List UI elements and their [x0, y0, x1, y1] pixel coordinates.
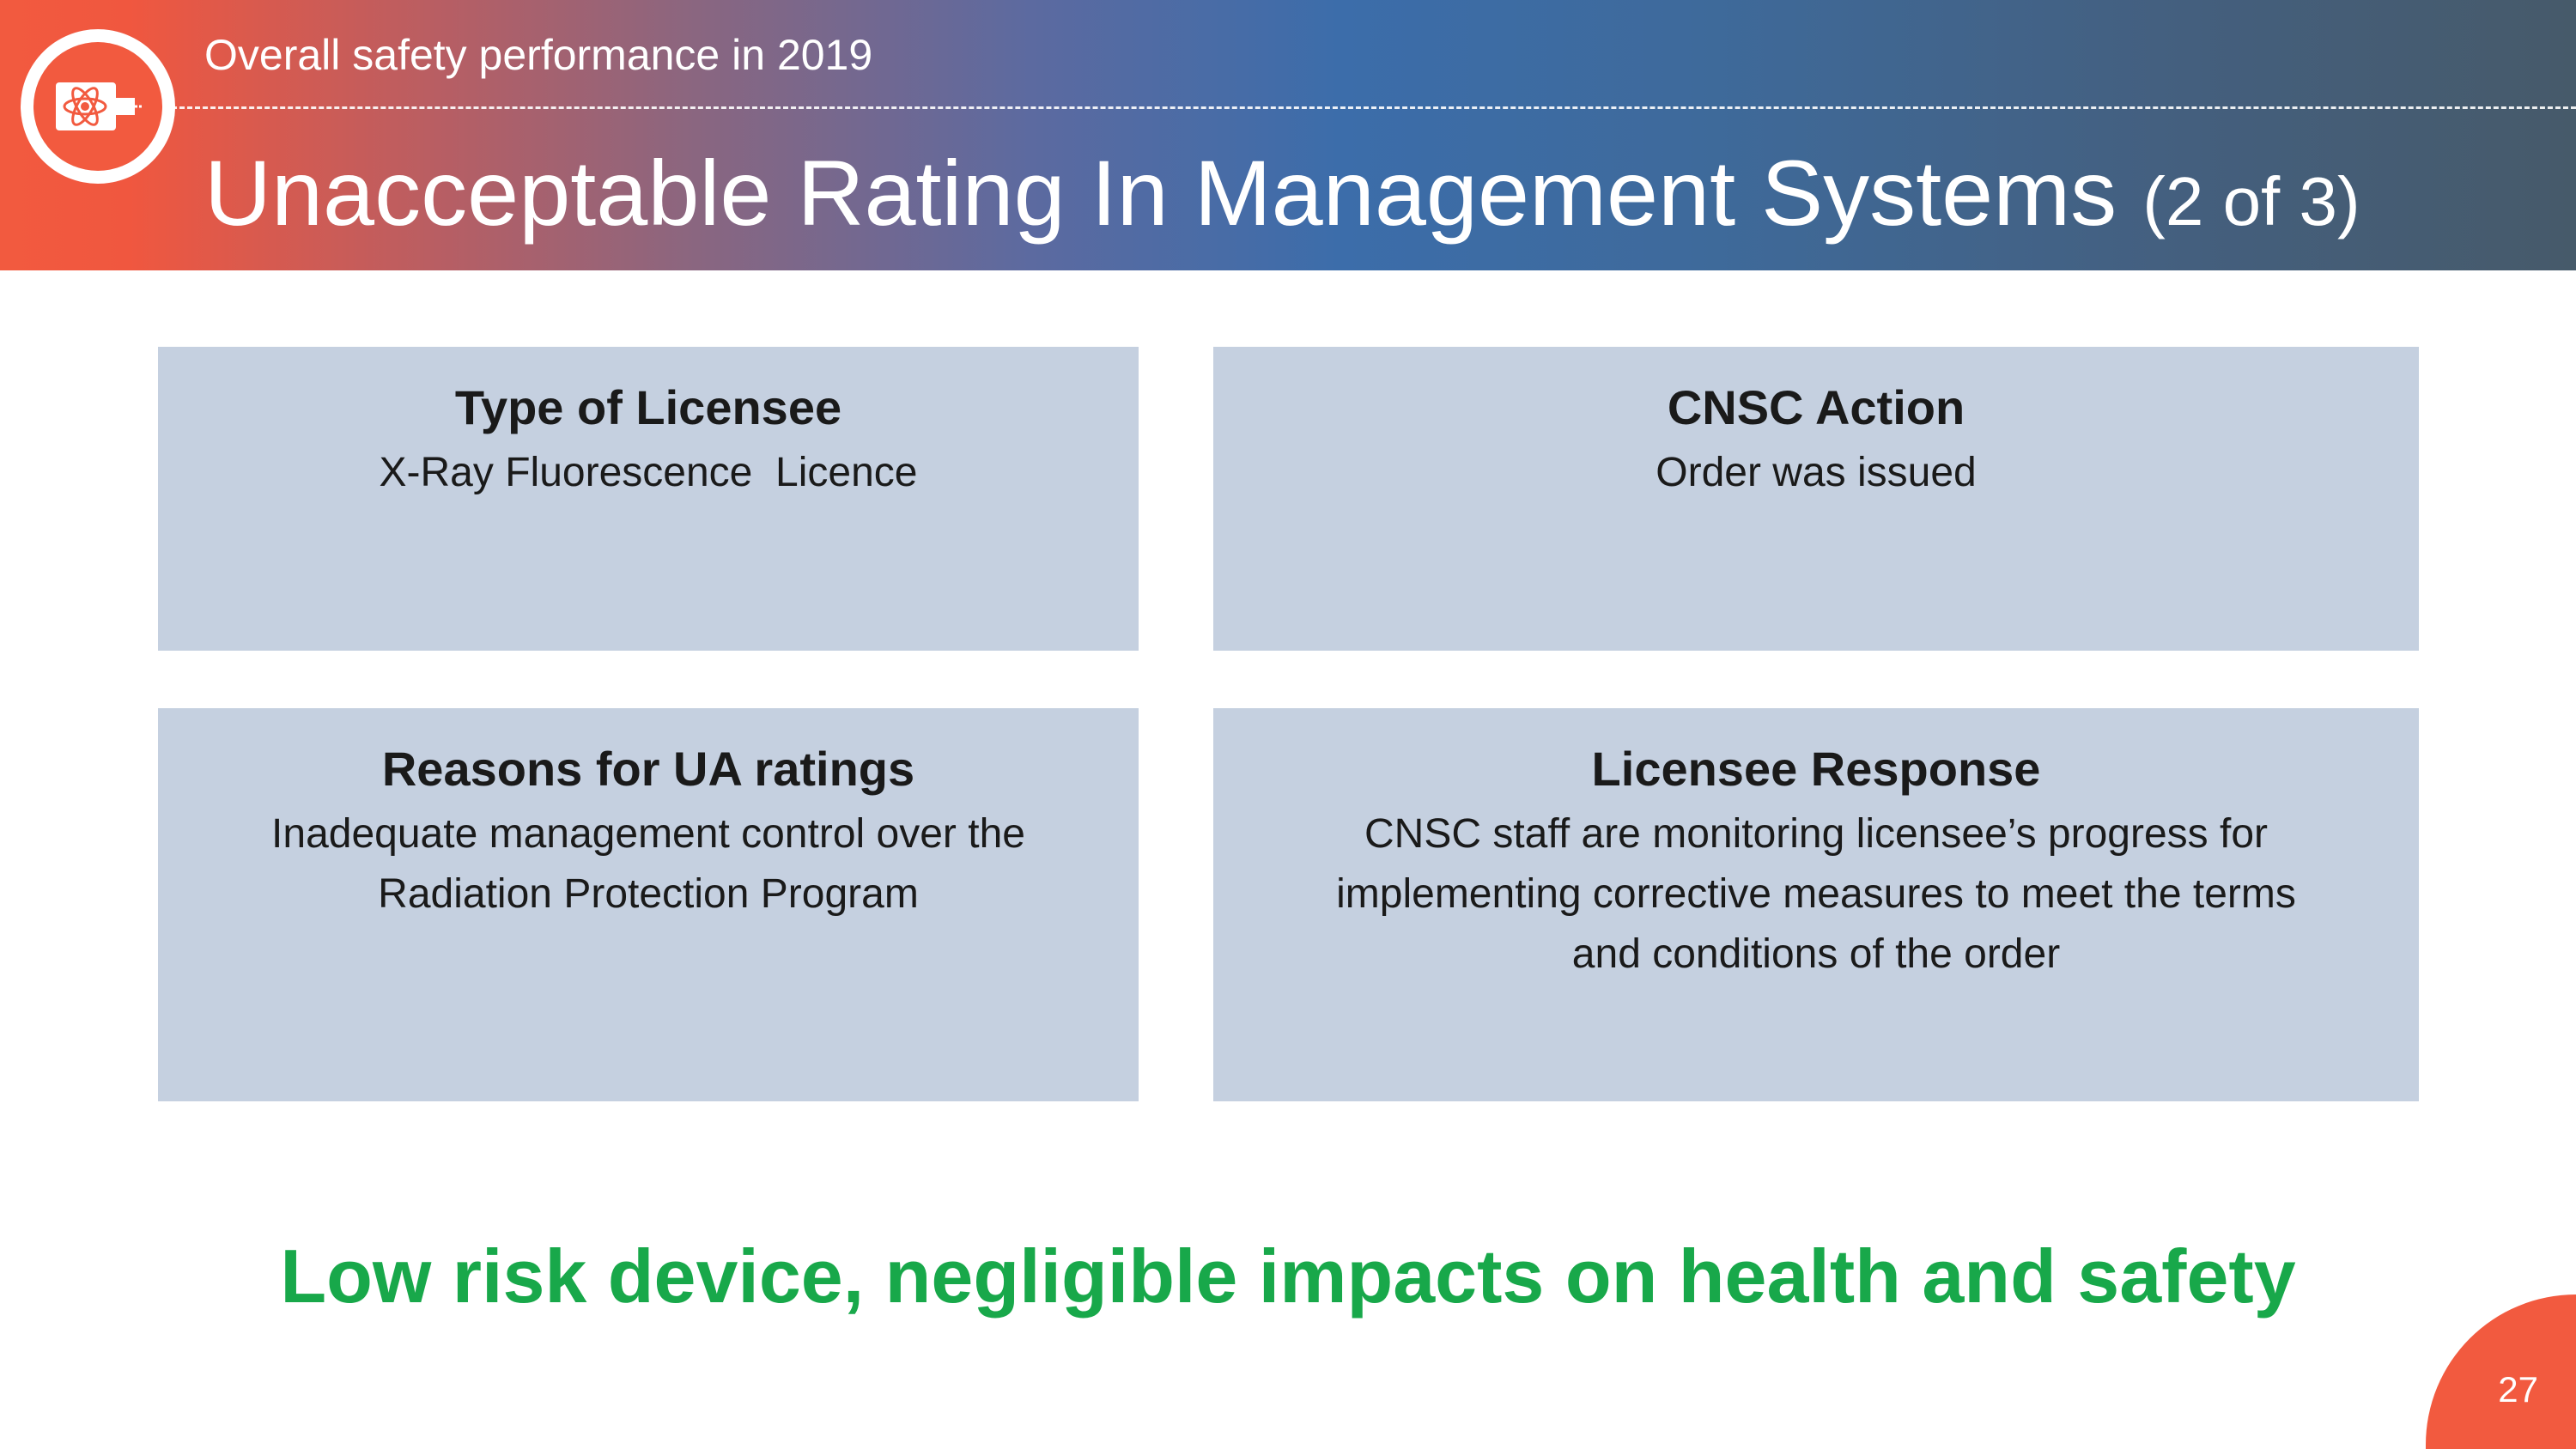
page-title: Unacceptable Rating In Management System… — [204, 137, 2360, 258]
header-divider — [172, 106, 2576, 109]
reasons-heading: Reasons for UA ratings — [381, 742, 915, 796]
licensee-response-body-line: and conditions of the order — [1571, 931, 2061, 977]
licensee-response-body-line: implementing corrective measures to meet… — [1336, 871, 2296, 917]
cnsc-action-heading: CNSC Action — [1667, 380, 1965, 434]
cnsc-action-box: CNSC Action Order was issued — [1213, 347, 2419, 651]
conclusion-statement: Low risk device, negligible impacts on h… — [280, 1234, 2296, 1319]
page-number: 27 — [2498, 1369, 2538, 1410]
licensee-response-body-line: CNSC staff are monitoring licensee’s pro… — [1364, 811, 2268, 857]
reasons-box: Reasons for UA ratings Inadequate manage… — [158, 708, 1139, 1101]
header-banner: Overall safety performance in 2019 Unacc… — [0, 0, 2576, 270]
page-title-part: (2 of 3) — [2142, 163, 2360, 239]
atom-gauge-icon — [33, 42, 162, 171]
licensee-response-body: CNSC staff are monitoring licensee’s pro… — [1213, 804, 2419, 985]
logo — [21, 29, 175, 184]
licensee-response-heading: Licensee Response — [1591, 742, 2041, 796]
type-of-licensee-box: Type of Licensee X-Ray Fluorescence Lice… — [158, 347, 1139, 651]
type-of-licensee-heading: Type of Licensee — [454, 380, 842, 434]
reasons-body-line: Radiation Protection Program — [378, 871, 919, 917]
cnsc-action-body: Order was issued — [1656, 450, 1977, 495]
header-subtitle: Overall safety performance in 2019 — [204, 31, 873, 79]
reasons-body: Inadequate management control over the R… — [158, 804, 1139, 925]
licensee-response-box: Licensee Response CNSC staff are monitor… — [1213, 708, 2419, 1101]
type-of-licensee-body: X-Ray Fluorescence Licence — [379, 450, 918, 495]
page-title-text: Unacceptable Rating In Management System… — [204, 141, 2117, 245]
reasons-body-line: Inadequate management control over the — [271, 811, 1025, 857]
